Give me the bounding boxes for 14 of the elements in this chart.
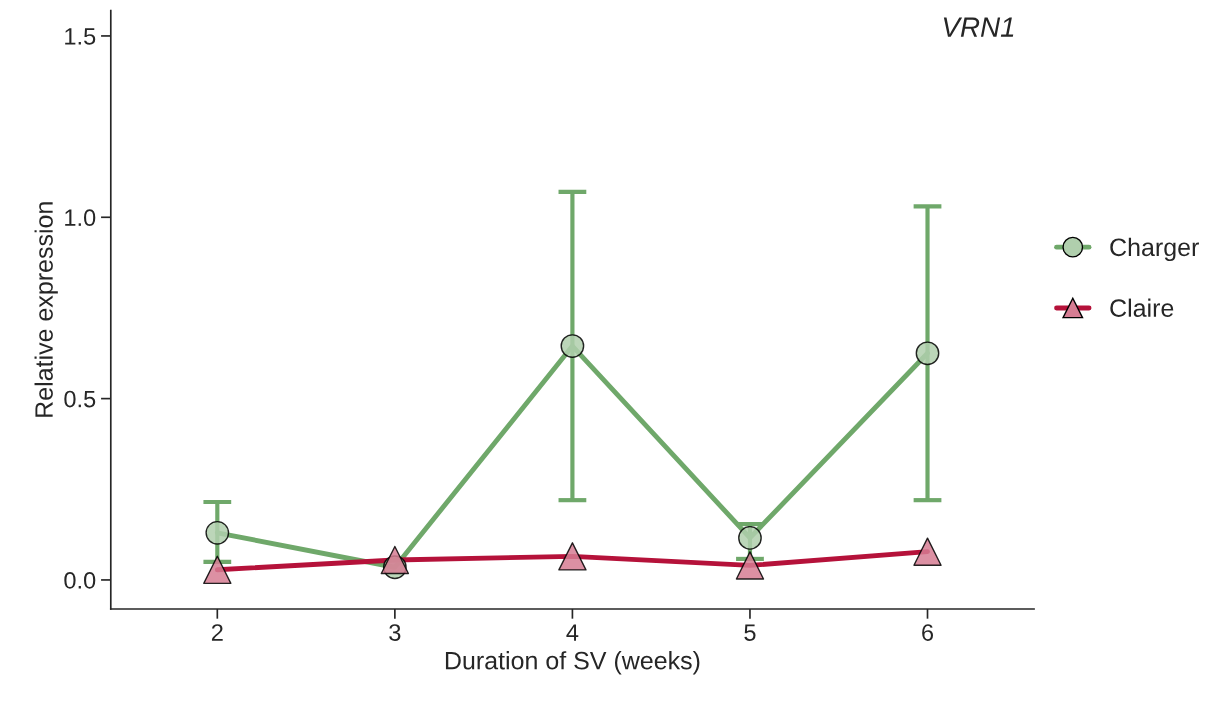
y-tick-label: 0.0	[64, 572, 96, 589]
x-tick-label: 4	[566, 624, 579, 641]
x-axis-title: Duration of SV (weeks)	[445, 651, 700, 675]
chart-title: VRN1	[943, 17, 1014, 37]
x-tick-label: 5	[744, 624, 756, 641]
y-axis-title: Relative expression	[34, 202, 58, 417]
y-tick-label: 1.5	[65, 28, 96, 45]
x-tick-label: 3	[389, 624, 401, 641]
legend-label: Claire	[1110, 298, 1174, 317]
y-tick-label: 0.5	[64, 390, 96, 408]
y-tick-label: 1.0	[65, 209, 96, 227]
legend-label: Charger	[1110, 237, 1199, 262]
x-tick-label: 6	[922, 624, 934, 641]
x-tick-label: 2	[211, 624, 223, 641]
